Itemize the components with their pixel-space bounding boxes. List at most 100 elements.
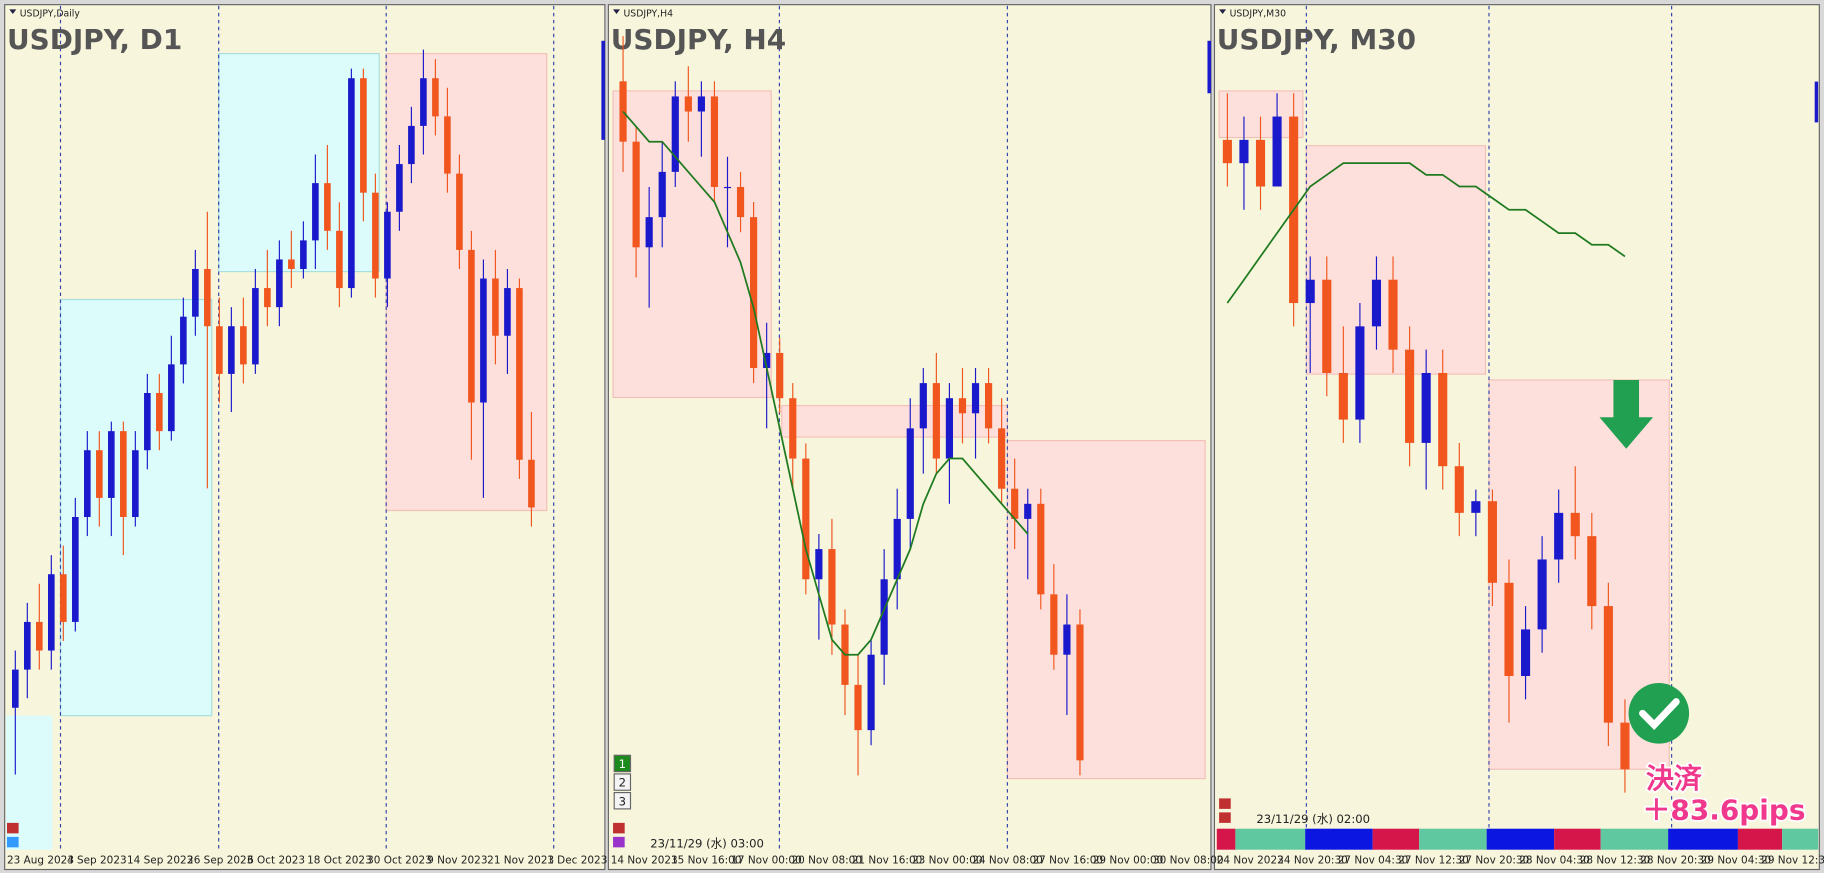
chart-title: USDJPY, M30 bbox=[1217, 23, 1416, 56]
candle-body bbox=[24, 621, 31, 670]
button[interactable] bbox=[613, 836, 625, 848]
candle-body bbox=[252, 288, 259, 365]
level-button[interactable] bbox=[613, 791, 632, 810]
candle-body bbox=[1305, 279, 1315, 304]
candle-body bbox=[324, 183, 331, 231]
candle-body bbox=[1011, 488, 1019, 519]
check-mark bbox=[1639, 698, 1680, 730]
candle-body bbox=[684, 96, 692, 112]
bar-cell bbox=[1419, 828, 1487, 850]
x-tick-label: 20 Nov 08:00 bbox=[791, 855, 862, 867]
x-tick-label: 30 Nov 08:00 bbox=[1153, 855, 1224, 867]
bar-cell bbox=[1737, 828, 1783, 850]
x-tick-label: 6 Oct 2023 bbox=[247, 855, 305, 867]
button[interactable] bbox=[613, 822, 625, 834]
menu-icon bbox=[613, 9, 621, 14]
candle-body bbox=[408, 125, 415, 165]
candle-body bbox=[228, 326, 235, 374]
moving-average bbox=[1226, 162, 1626, 304]
x-tick-label: 14 Sep 2023 bbox=[127, 855, 193, 867]
level-button[interactable] bbox=[613, 773, 632, 791]
candle-body bbox=[893, 518, 901, 580]
candle-body bbox=[1554, 512, 1564, 560]
level-button-label: 1 bbox=[619, 757, 626, 771]
candle-body bbox=[144, 392, 151, 451]
candle-body bbox=[528, 459, 535, 508]
panel-3 bbox=[1213, 4, 1820, 871]
candle-body bbox=[1504, 582, 1514, 677]
x-tick-label: 30 Oct 2023 bbox=[367, 855, 432, 867]
x-tick-label: 27 Nov 12:30 bbox=[1398, 855, 1469, 867]
candle-body bbox=[432, 78, 439, 117]
candle-body bbox=[384, 211, 391, 279]
candle-body bbox=[984, 383, 993, 429]
candle-body bbox=[1255, 139, 1266, 187]
candle-body bbox=[36, 621, 43, 651]
candle-body bbox=[480, 278, 487, 403]
chart-subtitle: USDJPY,M30 bbox=[1230, 8, 1287, 19]
candle-body bbox=[108, 431, 115, 498]
x-tick-label: 24 Nov 08:00 bbox=[972, 855, 1043, 867]
candle-body bbox=[1222, 139, 1232, 164]
candle-body bbox=[919, 383, 927, 429]
candle-body bbox=[504, 288, 511, 336]
candle-body bbox=[204, 268, 211, 327]
bar-cell bbox=[1305, 828, 1373, 850]
candle-body bbox=[1037, 503, 1045, 595]
x-tick-label: 4 Sep 2023 bbox=[67, 855, 127, 867]
button[interactable] bbox=[6, 836, 19, 848]
panel-1 bbox=[4, 4, 606, 871]
x-tick-label: 21 Nov 2023 bbox=[487, 855, 554, 867]
candle-body bbox=[12, 669, 19, 708]
candle-body bbox=[658, 171, 666, 218]
button[interactable] bbox=[6, 822, 19, 834]
candle-body bbox=[958, 398, 967, 414]
chart-title: USDJPY, D1 bbox=[7, 23, 182, 56]
candle-body bbox=[360, 78, 367, 193]
button[interactable] bbox=[1219, 812, 1231, 823]
scroll-marker bbox=[1207, 40, 1211, 94]
candle-body bbox=[1050, 594, 1058, 655]
candle-body bbox=[492, 278, 499, 336]
candle-body bbox=[1355, 326, 1365, 420]
x-tick-label: 27 Nov 16:00 bbox=[1033, 855, 1104, 867]
x-tick-label: 15 Nov 16:00 bbox=[671, 855, 742, 867]
bar-cell bbox=[1486, 828, 1555, 850]
level-button-label: 3 bbox=[619, 794, 626, 808]
candle-body bbox=[1024, 503, 1032, 519]
candle-body bbox=[1620, 722, 1630, 770]
button[interactable] bbox=[1219, 798, 1231, 809]
x-tick-label: 29 Nov 04:30 bbox=[1701, 855, 1772, 867]
candle-body bbox=[1272, 116, 1282, 187]
candle-body bbox=[444, 116, 451, 174]
candle-body bbox=[710, 96, 719, 187]
level-button[interactable] bbox=[613, 754, 632, 773]
scroll-marker bbox=[601, 40, 605, 140]
level-button-label: 2 bbox=[619, 776, 626, 790]
candle-body bbox=[697, 96, 705, 112]
timestamp: 23/11/29 (水) 03:00 bbox=[650, 836, 764, 850]
x-tick-label: 28 Nov 12:30 bbox=[1580, 855, 1651, 867]
candle-body bbox=[1063, 624, 1071, 655]
candle-body bbox=[1388, 279, 1398, 350]
candle-body bbox=[276, 259, 283, 308]
bar-cell bbox=[1216, 828, 1236, 850]
candle-body bbox=[456, 173, 463, 250]
candle-body bbox=[854, 684, 862, 731]
candle-body bbox=[132, 450, 139, 517]
candle-body bbox=[828, 549, 836, 625]
x-tick-label: 23 Nov 00:00 bbox=[912, 855, 983, 867]
candle-body bbox=[763, 352, 771, 369]
candle-body bbox=[880, 579, 888, 655]
annotation: ＋83.6pips bbox=[1643, 793, 1806, 826]
x-tick-label: 29 Nov 00:00 bbox=[1093, 855, 1164, 867]
candle-body bbox=[998, 428, 1006, 489]
candle-body bbox=[1405, 349, 1415, 443]
x-tick-label: 17 Nov 00:00 bbox=[731, 855, 802, 867]
candle-body bbox=[372, 192, 379, 279]
bar-cell bbox=[1235, 828, 1306, 850]
x-tick-label: 23 Aug 2023 bbox=[7, 855, 74, 867]
candle-body bbox=[312, 183, 319, 241]
candle-body bbox=[802, 458, 810, 580]
candle-body bbox=[619, 81, 627, 142]
